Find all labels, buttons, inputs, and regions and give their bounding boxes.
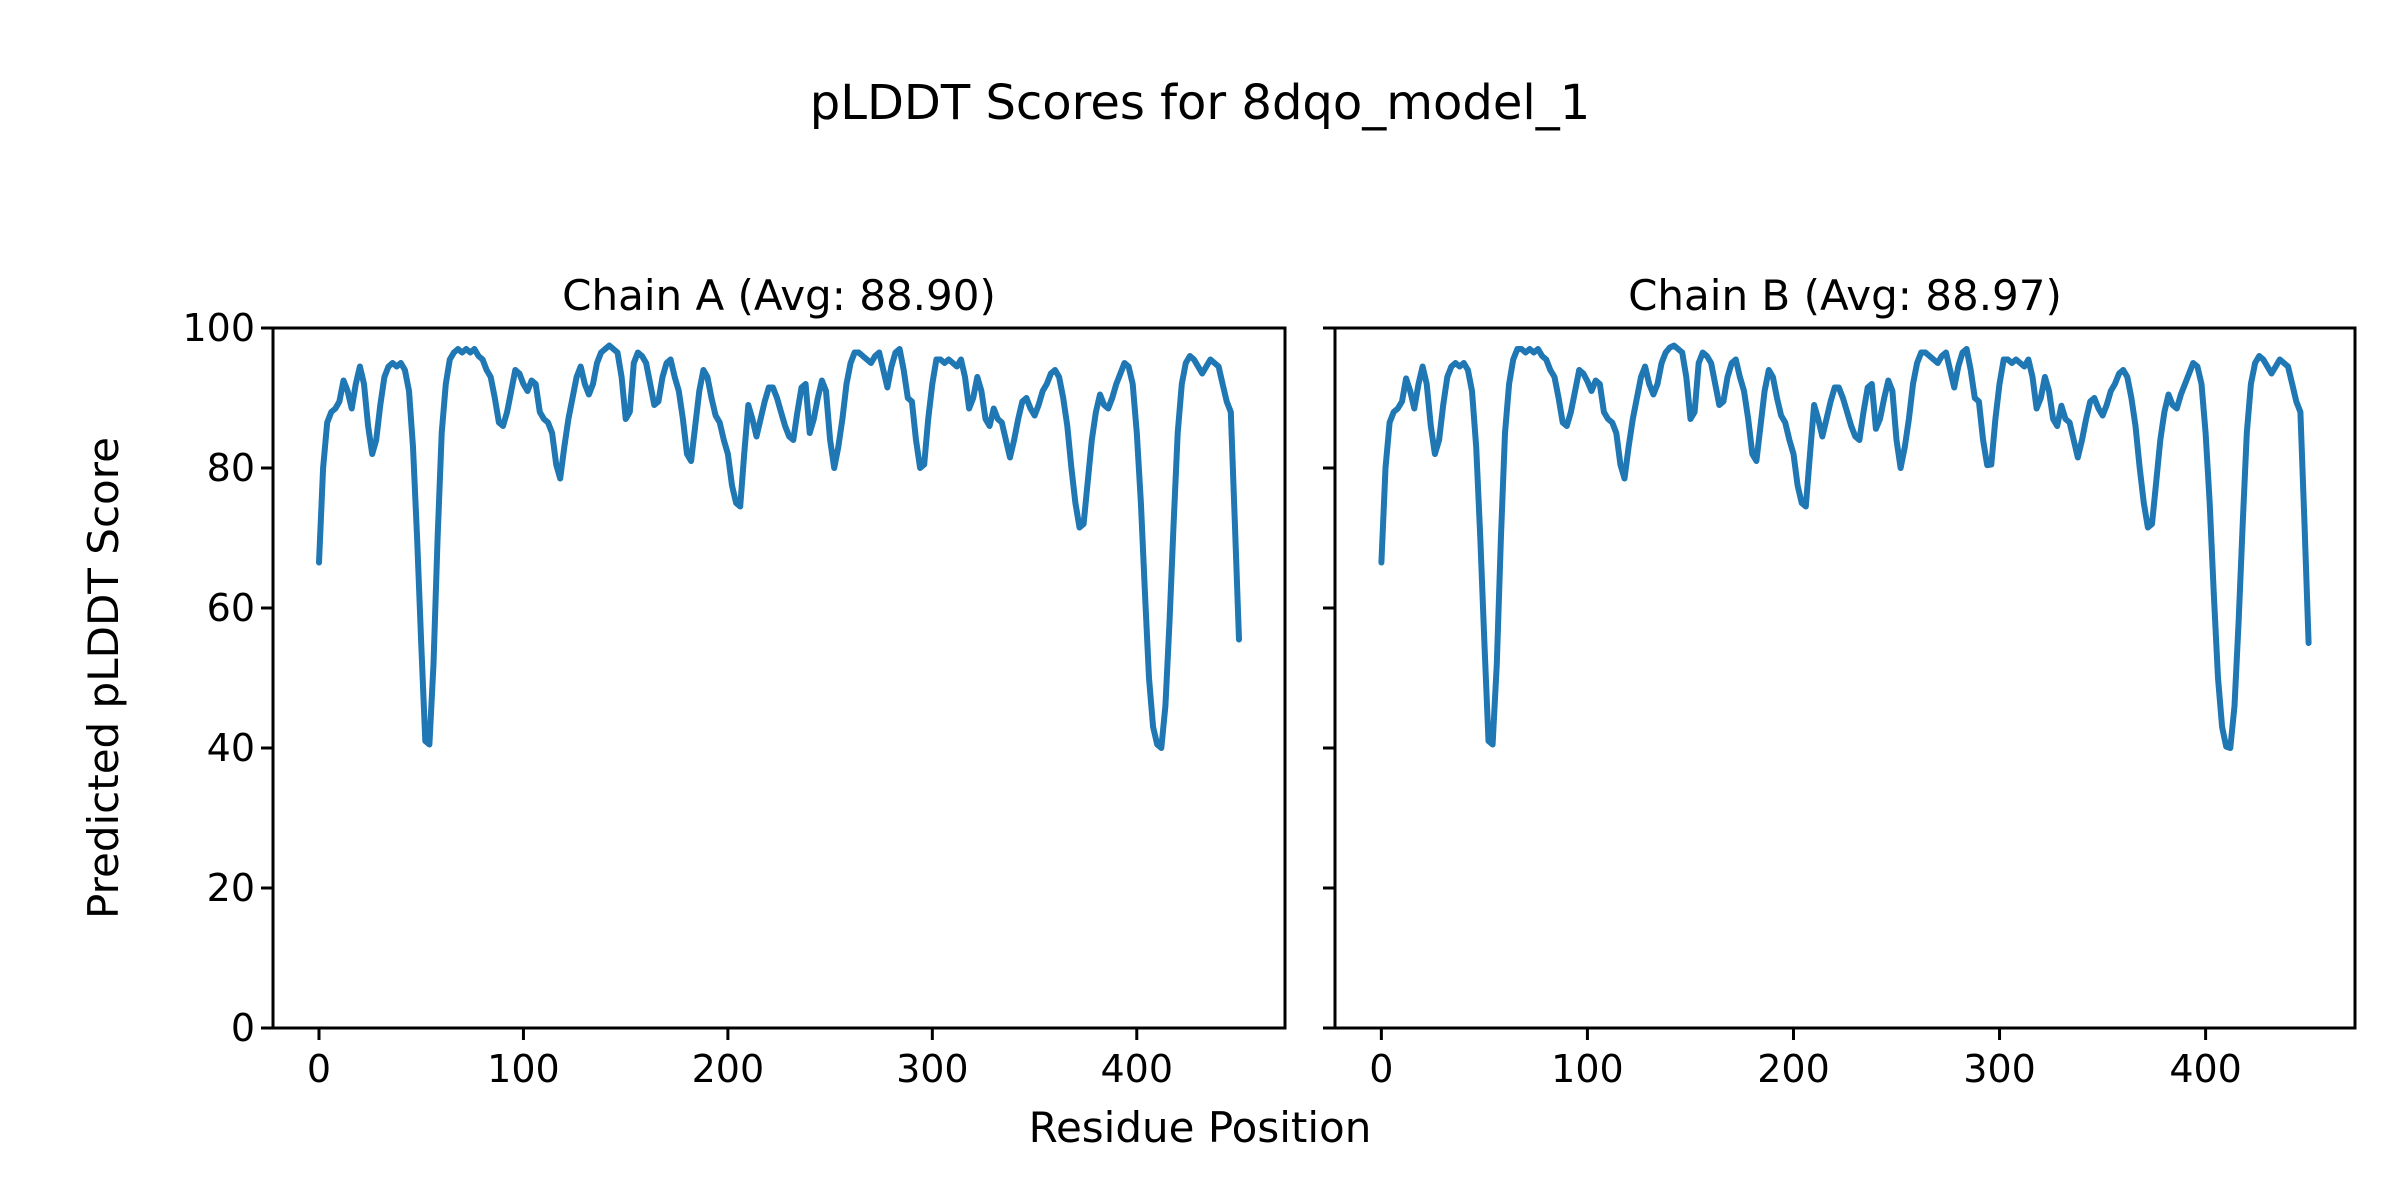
y-axis-label: Predicted pLDDT Score [78,437,128,919]
x-tick-label: 400 [1101,1047,1174,1091]
figure-title: pLDDT Scores for 8dqo_model_1 [809,75,1591,131]
subplot-a-title: Chain A (Avg: 88.90) [562,271,996,320]
x-tick-label: 300 [896,1047,969,1091]
y-tick-label: 60 [207,586,255,630]
plddt-line-chain-b [1378,342,2312,751]
y-tick-label: 40 [207,726,255,770]
x-tick-label: 100 [1551,1047,1624,1091]
y-tick-label: 80 [207,446,255,490]
x-tick-label: 0 [307,1047,331,1091]
plot-spines [1333,326,2357,1030]
y-tick-label: 100 [182,306,255,350]
y-tick-label: 0 [231,1006,255,1050]
plot-spines [271,326,1287,1030]
plddt-line-chain-a [316,342,1242,751]
subplot-b-title: Chain B (Avg: 88.97) [1628,271,2062,320]
x-tick-label: 0 [1369,1047,1393,1091]
x-tick-label: 400 [2169,1047,2242,1091]
x-tick-label: 100 [487,1047,560,1091]
x-axis-label: Residue Position [1028,1103,1372,1152]
x-tick-label: 200 [1757,1047,1830,1091]
x-tick-label: 200 [692,1047,765,1091]
x-tick-label: 300 [1963,1047,2036,1091]
y-tick-label: 20 [207,866,255,910]
